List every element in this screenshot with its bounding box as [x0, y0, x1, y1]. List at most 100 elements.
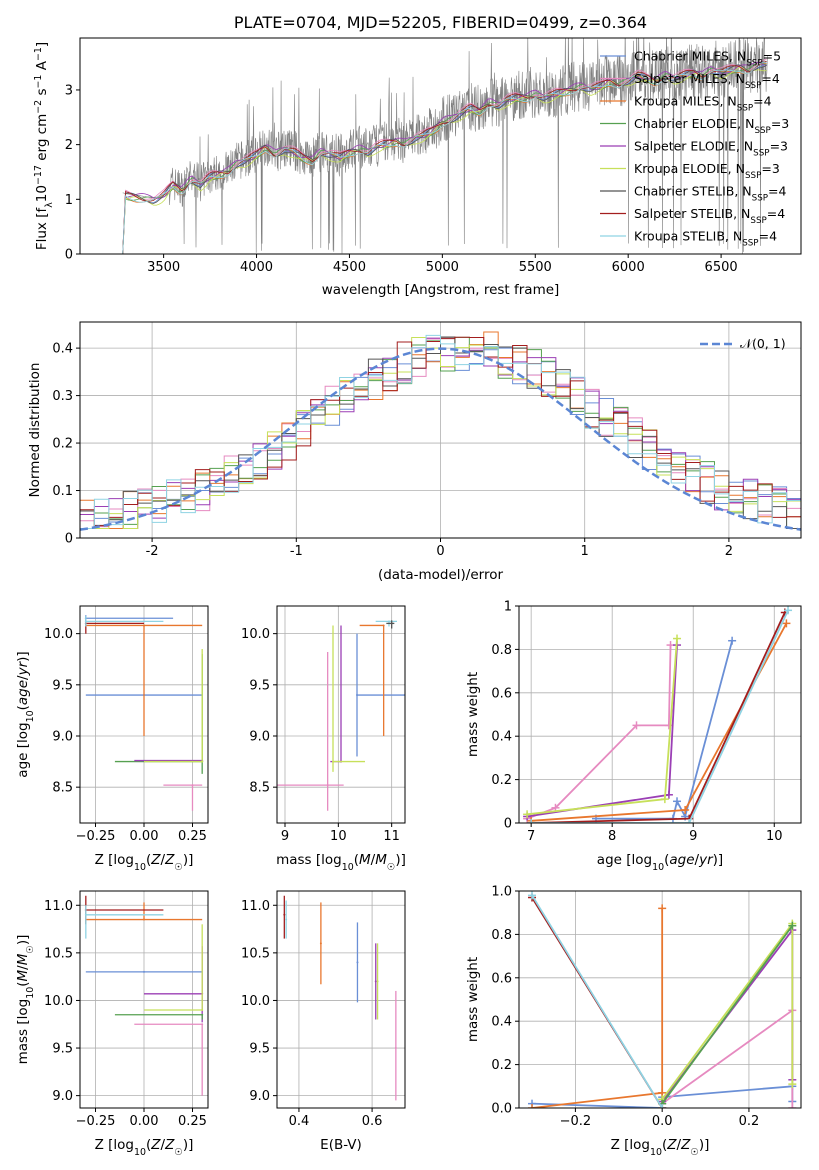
data-point — [201, 1008, 204, 1011]
x-tick-label: −0.25 — [76, 829, 116, 844]
x-tick-label: 1 — [581, 544, 589, 559]
y-tick-label: 0.3 — [52, 389, 73, 404]
data-point — [201, 1023, 204, 1026]
panel-age-z: −0.25 0.00 0.25 8.5 9.0 9.5 10.0 Z [log10(Z/Z☉)… — [15, 605, 209, 873]
x-tick-label: 0.00 — [130, 829, 159, 844]
x-axis-label: mass [log10(M/M☉)] — [276, 852, 406, 873]
y-tick-label: 9.5 — [52, 1042, 73, 1057]
data-point — [143, 970, 145, 973]
y-tick-label: 10.0 — [241, 627, 270, 642]
series-line — [531, 908, 664, 1108]
y-tick-label: 0.2 — [491, 1058, 512, 1073]
histogram-series — [80, 334, 801, 538]
x-tick-label: 0.6 — [362, 1114, 383, 1129]
x-tick-label: −0.2 — [560, 1114, 592, 1129]
panel-residuals: -2 -1 0 1 2 0 0.1 0.2 0.3 0.4 (data-model)/error No… — [27, 321, 802, 583]
y-tick-label: 9.0 — [52, 729, 73, 744]
panel-mass-z: −0.25 0.00 0.25 9.0 9.5 10.0 10.5 11.0 Z [log10(… — [15, 890, 209, 1158]
y-axis-label: mass [log10(M/M☉)] — [15, 935, 36, 1065]
x-tick-label: 0.25 — [178, 1114, 207, 1129]
x-tick-label: -1 — [290, 544, 303, 559]
data-point — [390, 622, 393, 625]
series-line — [531, 894, 663, 1108]
x-tick-label: 10 — [766, 829, 783, 844]
series-line — [661, 1008, 794, 1108]
data-point — [356, 694, 358, 697]
data-point — [326, 784, 329, 787]
model-line — [122, 64, 767, 254]
y-tick-label: 2 — [65, 138, 73, 153]
y-tick-label: 0.1 — [52, 484, 73, 499]
data-point — [191, 784, 194, 787]
y-tick-label: 0.8 — [491, 928, 512, 943]
series-line — [531, 622, 788, 822]
y-tick-label: 9.5 — [52, 678, 73, 693]
data-point — [84, 913, 87, 916]
axes-frame — [518, 890, 802, 1109]
y-tick-label: 11.0 — [44, 899, 73, 914]
legend-entry: Kroupa MILES, NSSP=4 — [634, 94, 772, 114]
series-line — [531, 609, 789, 823]
data-point — [374, 980, 377, 983]
series-line — [526, 645, 672, 820]
gaussian-curve — [80, 347, 801, 531]
x-axis-label: age [log10(age/yr)] — [597, 852, 723, 873]
model-line — [122, 60, 767, 254]
x-axis-label: Z [log10(Z/Z☉)] — [611, 1137, 710, 1158]
x-tick-label: 6500 — [705, 260, 738, 275]
y-tick-label: 0.4 — [491, 1015, 512, 1030]
y-tick-label: 0.4 — [491, 730, 512, 745]
plot-area — [122, 38, 768, 254]
legend-entry: Salpeter ELODIE, NSSP=3 — [634, 139, 788, 159]
x-tick-label: 9 — [281, 829, 289, 844]
x-axis-label: Z [log10(Z/Z☉)] — [95, 852, 194, 873]
x-tick-label: 4000 — [240, 260, 273, 275]
x-tick-label: 0.4 — [289, 1114, 310, 1129]
y-tick-label: 0 — [65, 532, 73, 547]
y-tick-label: 1 — [65, 193, 73, 208]
model-line — [122, 62, 767, 254]
y-tick-label: 8.5 — [249, 781, 270, 796]
y-tick-label: 10.0 — [44, 627, 73, 642]
y-tick-label: 0.8 — [491, 643, 512, 658]
y-tick-label: 9.0 — [249, 1089, 270, 1104]
panel-massweight-z: −0.2 0.0 0.2 0.0 0.2 0.4 0.6 0.8 1.0 Z [log10(Z/Z… — [465, 885, 802, 1158]
series-line — [526, 645, 678, 818]
y-tick-label: 0.2 — [52, 437, 73, 452]
y-axis-label: Normed distribution — [27, 363, 43, 498]
x-tick-label: 9 — [689, 829, 697, 844]
axes-frame — [276, 890, 406, 1109]
y-tick-label: 0.6 — [491, 971, 512, 986]
legend-entry: Kroupa ELODIE, NSSP=3 — [634, 161, 780, 181]
series-line — [661, 925, 794, 1105]
legend: 𝒩(0, 1) — [700, 336, 786, 351]
y-tick-label: 0.2 — [491, 773, 512, 788]
series-line — [527, 638, 678, 816]
panel-spectrum: 3500 4000 4500 5000 5500 6000 6500 0 1 2 3 PLATE=07… — [33, 13, 802, 298]
data-point — [201, 1013, 204, 1016]
data-point — [388, 620, 390, 623]
x-axis-label: Z [log10(Z/Z☉)] — [95, 1137, 194, 1158]
data-point — [356, 961, 359, 964]
data-point — [84, 620, 87, 623]
legend-entry: Salpeter STELIB, NSSP=4 — [634, 206, 785, 226]
series-line — [531, 612, 786, 823]
legend-entry: Chabrier STELIB, NSSP=4 — [634, 184, 787, 204]
legend-entry: Chabrier MILES, NSSP=5 — [634, 49, 781, 69]
y-tick-label: 8.5 — [52, 781, 73, 796]
y-axis-label: mass weight — [465, 672, 481, 757]
y-tick-label: 10.5 — [241, 946, 270, 961]
data-point — [285, 918, 288, 921]
plot-area — [528, 891, 797, 1108]
histogram-series — [80, 336, 801, 538]
x-tick-label: 4500 — [333, 260, 366, 275]
y-tick-label: 1 — [504, 600, 512, 615]
x-tick-label: 2 — [725, 544, 733, 559]
x-tick-label: 0.0 — [652, 1114, 673, 1129]
legend-entry: Chabrier ELODIE, NSSP=3 — [634, 116, 789, 136]
panel-mass-ebv: 0.4 0.6 9.0 9.5 10.0 10.5 11.0 E(B-V) — [241, 890, 406, 1153]
y-tick-label: 0 — [504, 817, 512, 832]
axes-frame — [276, 605, 406, 824]
